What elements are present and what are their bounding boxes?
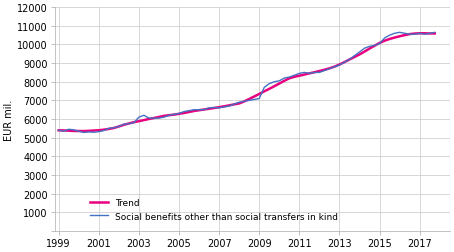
Trend	[81, 130, 86, 133]
Trend	[96, 129, 102, 132]
Legend: Trend, Social benefits other than social transfers in kind: Trend, Social benefits other than social…	[86, 195, 342, 224]
Trend	[56, 129, 61, 132]
Social benefits other than social transfers in kind	[257, 98, 262, 101]
Social benefits other than social transfers in kind	[301, 72, 307, 75]
Trend	[362, 51, 367, 54]
Trend	[312, 71, 317, 74]
Line: Trend: Trend	[59, 34, 435, 132]
Social benefits other than social transfers in kind	[81, 131, 86, 134]
Social benefits other than social transfers in kind	[397, 32, 402, 35]
Social benefits other than social transfers in kind	[432, 32, 438, 35]
Trend	[191, 110, 197, 113]
Y-axis label: EUR mil.: EUR mil.	[4, 99, 14, 140]
Trend	[417, 33, 423, 36]
Trend	[257, 93, 262, 96]
Social benefits other than social transfers in kind	[362, 47, 367, 50]
Line: Social benefits other than social transfers in kind: Social benefits other than social transf…	[59, 33, 435, 133]
Social benefits other than social transfers in kind	[191, 109, 197, 112]
Social benefits other than social transfers in kind	[312, 72, 317, 75]
Trend	[301, 74, 307, 77]
Social benefits other than social transfers in kind	[96, 131, 102, 134]
Social benefits other than social transfers in kind	[56, 129, 61, 132]
Trend	[432, 33, 438, 36]
